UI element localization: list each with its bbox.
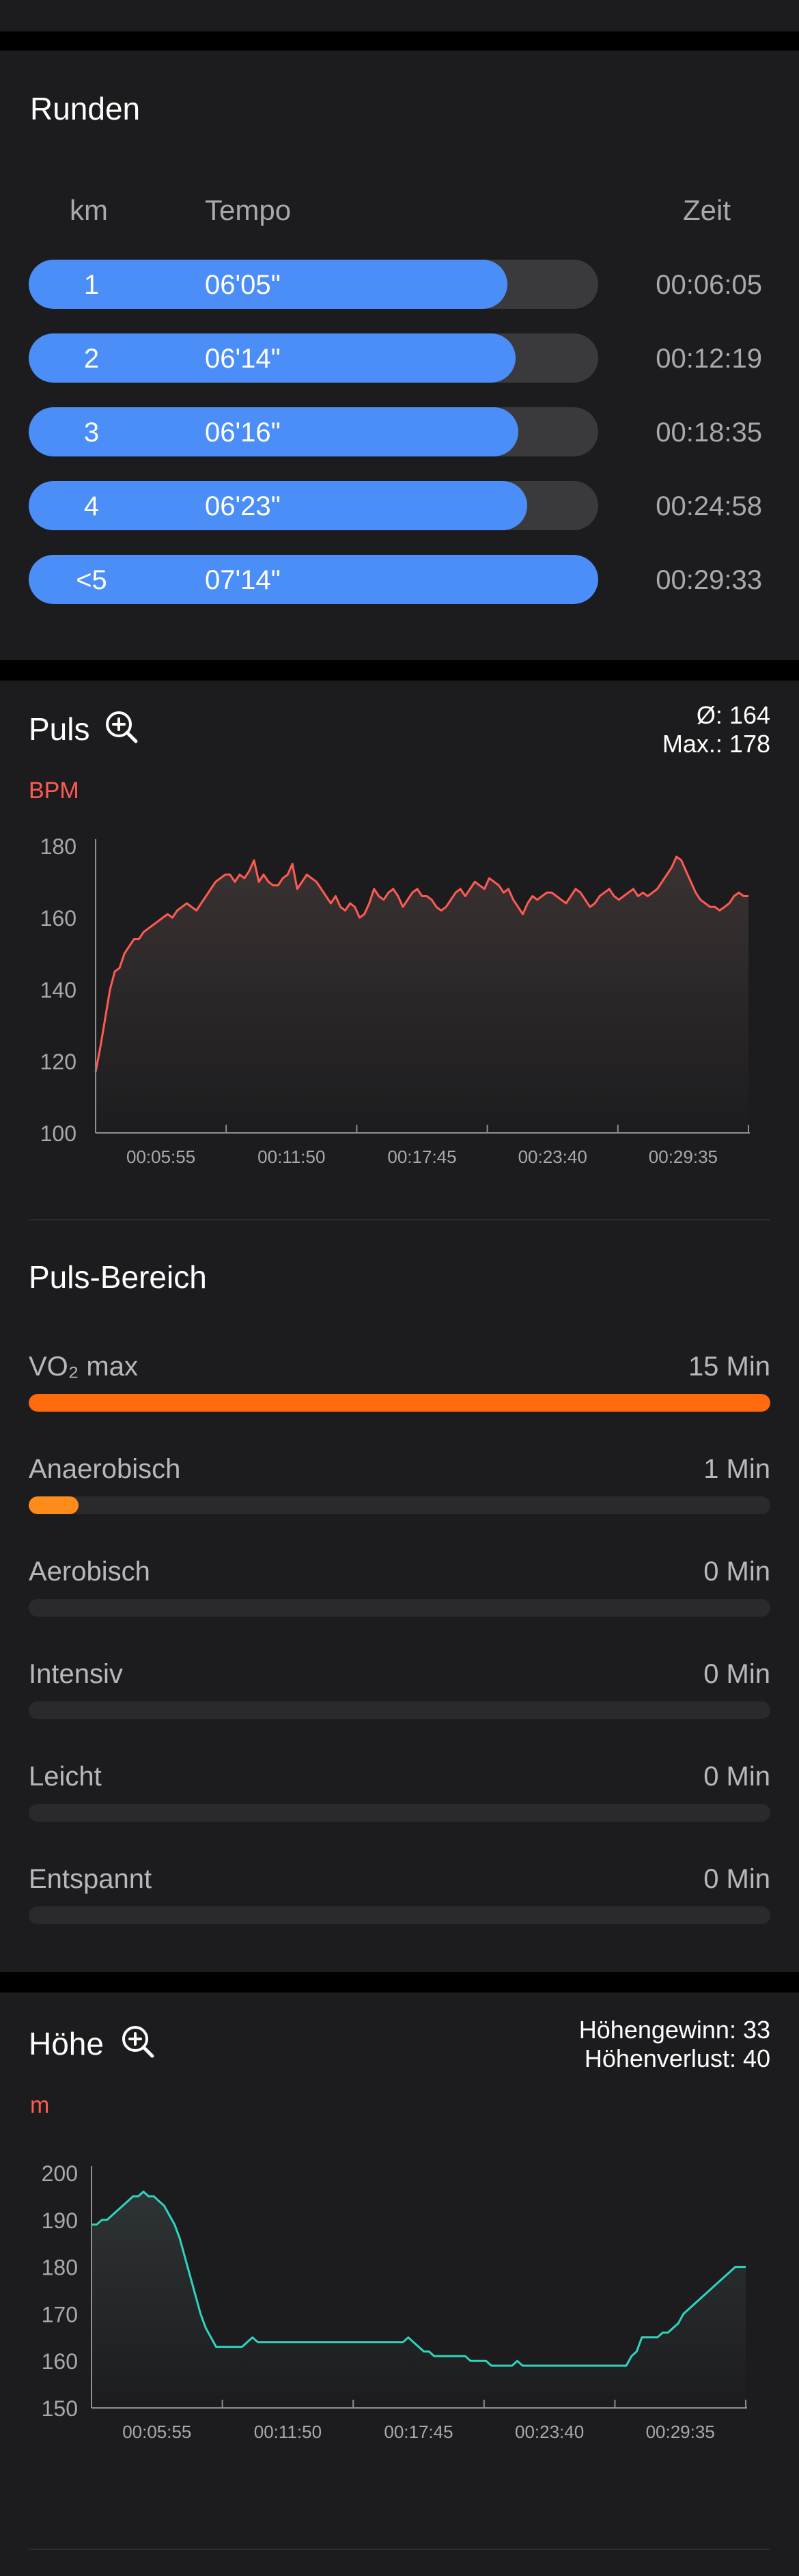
zone-bar-track <box>29 1394 770 1412</box>
laps-card: Runden km Tempo Zeit 1 06'05" 00:06:05 2 06'… <box>0 51 799 660</box>
lap-km: 1 <box>83 270 100 300</box>
lap-time: 00:18:35 <box>656 417 762 448</box>
elevation-stats: Höhengewinn: 33 Höhenverlust: 40 <box>579 2016 770 2073</box>
elevation-divider <box>29 2549 770 2550</box>
lap-pace-bar <box>29 260 507 309</box>
zone-bar-fill <box>29 1496 79 1514</box>
lap-tempo: 07'14" <box>205 565 281 595</box>
y-tick-label: 160 <box>40 906 76 931</box>
laps-header-km: km <box>70 194 108 226</box>
x-tick-label: 00:17:45 <box>384 2422 453 2442</box>
pulse-chart[interactable]: 180 160 140 120 100 00:05:55 00:11:50 00:17:45 0… <box>0 824 799 1186</box>
lap-row <box>29 333 598 383</box>
x-tick-label: 00:23:40 <box>518 1147 587 1167</box>
zone-value: 1 Min <box>703 1454 770 1484</box>
y-tick-label: 150 <box>42 2396 78 2421</box>
chart-area-fill <box>96 856 748 1133</box>
zone-bar-track <box>29 1701 770 1719</box>
lap-pace-bar <box>29 407 519 456</box>
lap-time: 00:12:19 <box>656 344 762 374</box>
zone-label: Intensiv <box>29 1659 123 1689</box>
lap-tempo: 06'14" <box>205 344 281 374</box>
zone-bar-track <box>29 1599 770 1617</box>
pulse-average: Ø: 164 <box>696 701 770 729</box>
x-tick-label: 00:11:50 <box>254 2422 322 2442</box>
zone-label: Entspannt <box>29 1864 152 1894</box>
zoom-in-icon[interactable] <box>120 2024 156 2059</box>
chart-area-fill <box>92 2191 746 2408</box>
zone-bar-track <box>29 1804 770 1822</box>
lap-time: 00:29:33 <box>656 565 762 595</box>
x-tick-label: 00:29:35 <box>649 1147 718 1167</box>
x-tick-label: 00:05:55 <box>122 2422 191 2442</box>
lap-pace-bar <box>29 481 527 530</box>
lap-tempo: 06'16" <box>205 417 281 448</box>
lap-pace-bar <box>29 333 516 383</box>
zoom-in-icon[interactable] <box>104 709 139 745</box>
zone-value: 0 Min <box>703 1557 770 1587</box>
chart-series-line <box>92 2191 746 2367</box>
elevation-unit-label: m <box>30 2092 50 2118</box>
y-tick-label: 180 <box>40 834 76 859</box>
lap-tempo: 06'05" <box>205 270 281 300</box>
zones-title: Puls-Bereich <box>29 1259 207 1295</box>
elevation-card: Höhe Höhengewinn: 33 Höhenverlust: 40 m … <box>0 1992 799 2576</box>
x-tick-label: 00:29:35 <box>646 2422 715 2442</box>
lap-km: <5 <box>76 565 107 595</box>
y-tick-label: 160 <box>42 2349 78 2374</box>
x-tick-label: 00:11:50 <box>257 1147 325 1167</box>
lap-row <box>29 481 598 530</box>
pulse-card: Puls Ø: 164 Max.: 178 BPM 180 160 140 120 10… <box>0 681 799 1972</box>
previous-card-edge <box>0 0 799 31</box>
x-tick-label: 00:05:55 <box>126 1147 195 1167</box>
x-tick-label: 00:23:40 <box>515 2422 584 2442</box>
elevation-chart[interactable]: 200 190 180 170 160 150 00:05:55 00:11:50 00:17:… <box>0 2154 799 2495</box>
zone-bar-track <box>29 1906 770 1924</box>
lap-time: 00:06:05 <box>656 270 762 300</box>
x-tick-label: 00:17:45 <box>387 1147 456 1167</box>
pulse-divider <box>29 1219 770 1220</box>
laps-title: Runden <box>30 91 141 126</box>
lap-row <box>29 555 598 604</box>
lap-row <box>29 407 598 456</box>
zone-bar-track <box>29 1496 770 1514</box>
lap-km: 2 <box>83 344 100 374</box>
lap-tempo: 06'23" <box>205 491 281 521</box>
pulse-unit-label: BPM <box>29 778 79 804</box>
zone-value: 0 Min <box>703 1762 770 1792</box>
elevation-loss: Höhenverlust: 40 <box>584 2044 770 2072</box>
zone-value: 0 Min <box>703 1659 770 1689</box>
elevation-title: Höhe <box>29 2026 104 2061</box>
laps-header-tempo: Tempo <box>205 194 292 226</box>
pulse-title: Puls <box>29 711 90 747</box>
lap-time: 00:24:58 <box>656 491 762 521</box>
laps-header-time: Zeit <box>682 194 731 226</box>
pulse-stats: Ø: 164 Max.: 178 <box>662 701 770 758</box>
chart-series-line <box>94 855 748 1073</box>
zone-value: 15 Min <box>688 1352 770 1382</box>
y-tick-label: 190 <box>42 2208 78 2233</box>
y-tick-label: 200 <box>42 2161 78 2186</box>
y-tick-label: 120 <box>40 1050 76 1074</box>
lap-row <box>29 260 598 309</box>
zone-label: Leicht <box>29 1762 102 1792</box>
pulse-max: Max.: 178 <box>662 730 770 758</box>
elevation-gain: Höhengewinn: 33 <box>578 2016 770 2044</box>
y-tick-label: 180 <box>42 2256 78 2280</box>
y-tick-label: 170 <box>42 2302 78 2327</box>
lap-km: 3 <box>83 417 100 448</box>
y-tick-label: 100 <box>40 1121 76 1146</box>
y-tick-label: 140 <box>40 978 76 1002</box>
zone-label: VO₂ max <box>29 1352 138 1382</box>
zone-label: Aerobisch <box>29 1557 150 1587</box>
lap-km: 4 <box>83 491 100 521</box>
zone-bar-fill <box>29 1394 770 1412</box>
lap-pace-bar <box>29 555 598 604</box>
zone-value: 0 Min <box>703 1864 770 1894</box>
zone-label: Anaerobisch <box>29 1454 181 1484</box>
